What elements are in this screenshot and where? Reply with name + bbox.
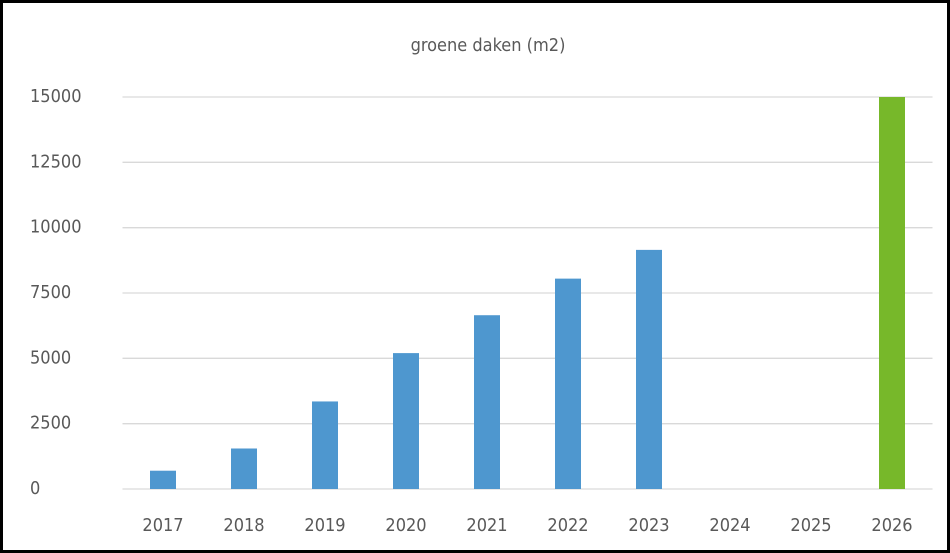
x-tick-label: 2019 (304, 515, 345, 536)
bar (474, 315, 500, 489)
y-tick-label: 0 (30, 478, 40, 499)
x-tick-label: 2017 (142, 515, 183, 536)
x-tick-label: 2022 (547, 515, 588, 536)
y-tick-label: 15000 (30, 86, 82, 107)
bar (636, 249, 662, 489)
y-tick-label: 7500 (30, 282, 71, 303)
chart-title: groene daken (m2) (411, 35, 566, 56)
x-tick-label: 2026 (871, 515, 912, 536)
y-tick-label: 2500 (30, 413, 71, 434)
bar (150, 470, 176, 489)
bar (312, 401, 338, 489)
x-tick-label: 2018 (223, 515, 264, 536)
y-tick-label: 10000 (30, 217, 82, 238)
y-tick-label: 12500 (30, 151, 82, 172)
bar (555, 278, 581, 489)
bar (879, 97, 905, 489)
y-tick-label: 5000 (30, 347, 71, 368)
x-tick-label: 2021 (466, 515, 507, 536)
x-tick-label: 2020 (385, 515, 426, 536)
x-tick-label: 2023 (628, 515, 669, 536)
x-tick-label: 2025 (790, 515, 831, 536)
bar (231, 448, 257, 489)
x-tick-label: 2024 (709, 515, 750, 536)
bar (393, 353, 419, 489)
